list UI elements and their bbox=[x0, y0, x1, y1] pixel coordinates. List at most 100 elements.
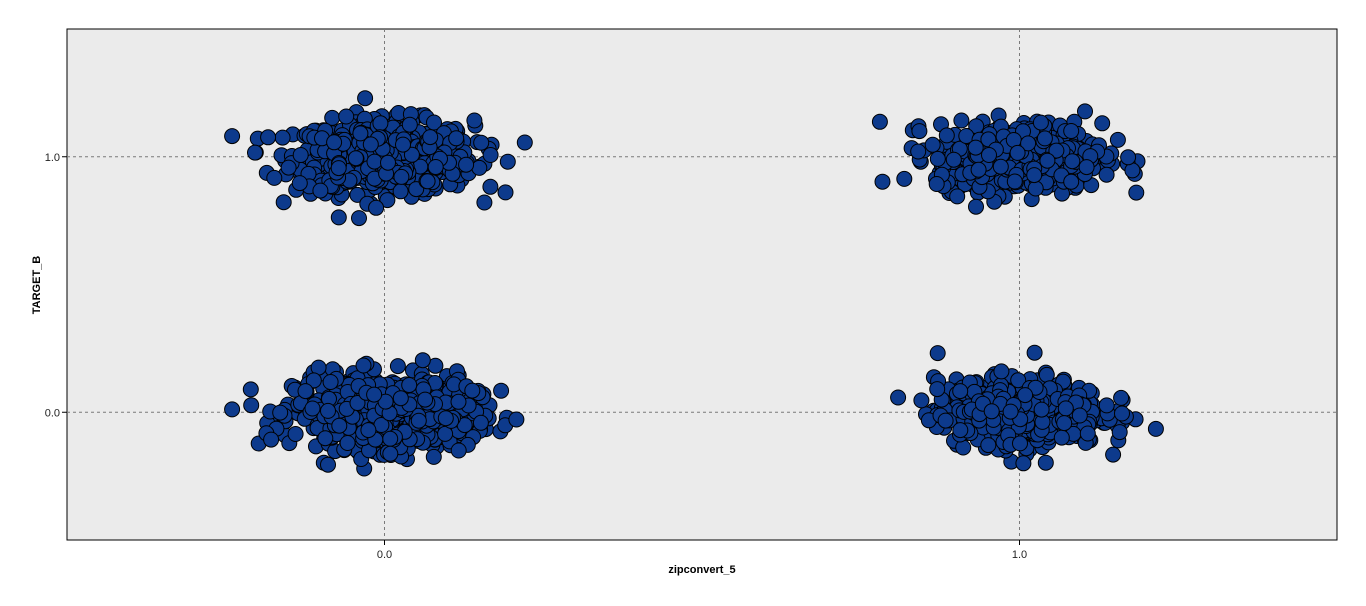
data-point bbox=[260, 129, 277, 146]
data-point bbox=[224, 401, 241, 418]
data-point bbox=[274, 129, 291, 146]
data-point bbox=[1017, 387, 1034, 404]
data-point bbox=[243, 397, 260, 414]
data-points bbox=[224, 90, 1164, 477]
data-point bbox=[1010, 372, 1027, 389]
data-point bbox=[458, 156, 475, 173]
data-point bbox=[263, 431, 280, 448]
data-point bbox=[1113, 389, 1130, 406]
data-point bbox=[482, 178, 499, 195]
data-point bbox=[372, 115, 389, 132]
data-point bbox=[1105, 446, 1122, 463]
data-point bbox=[1012, 435, 1028, 452]
data-point bbox=[929, 150, 946, 167]
data-point bbox=[322, 374, 339, 390]
data-point bbox=[1109, 131, 1126, 148]
data-point bbox=[1053, 429, 1070, 446]
data-point bbox=[242, 381, 259, 398]
data-point bbox=[330, 160, 347, 177]
data-point bbox=[331, 417, 348, 434]
data-point bbox=[395, 136, 411, 153]
data-point bbox=[1063, 123, 1080, 139]
data-point bbox=[247, 144, 263, 161]
data-point bbox=[422, 129, 439, 146]
x-tick-label: 0.0 bbox=[377, 549, 392, 561]
data-point bbox=[497, 184, 514, 201]
data-point bbox=[493, 382, 510, 399]
data-point bbox=[352, 125, 369, 142]
data-point bbox=[1033, 401, 1050, 418]
data-point bbox=[929, 381, 946, 398]
data-point bbox=[287, 426, 304, 442]
data-point bbox=[437, 425, 454, 442]
data-point bbox=[417, 391, 434, 408]
data-point bbox=[1078, 159, 1095, 176]
plot-area bbox=[66, 28, 1338, 541]
x-tick-label: 1.0 bbox=[1012, 549, 1027, 561]
data-point bbox=[425, 448, 442, 465]
data-point bbox=[347, 150, 364, 167]
data-point bbox=[1064, 153, 1081, 170]
data-point bbox=[366, 153, 383, 170]
data-point bbox=[280, 159, 297, 176]
data-point bbox=[377, 393, 394, 410]
data-point bbox=[1120, 149, 1137, 166]
data-point bbox=[362, 136, 379, 153]
data-point bbox=[1020, 135, 1037, 152]
data-point bbox=[320, 456, 336, 473]
data-point bbox=[1039, 152, 1056, 169]
x-axis-ticks: 0.0 1.0 bbox=[377, 540, 1027, 561]
data-point bbox=[482, 147, 499, 163]
data-point bbox=[955, 439, 972, 456]
data-point bbox=[224, 128, 241, 145]
data-point bbox=[357, 90, 374, 107]
data-point bbox=[929, 345, 946, 362]
data-point bbox=[426, 114, 442, 131]
data-point bbox=[980, 437, 997, 454]
data-point bbox=[437, 410, 454, 427]
data-point bbox=[291, 175, 308, 192]
data-point bbox=[1056, 415, 1073, 432]
data-point bbox=[473, 134, 490, 151]
data-point bbox=[1079, 425, 1096, 442]
data-point bbox=[326, 134, 343, 151]
y-tick-label: 1.0 bbox=[45, 152, 60, 164]
data-point bbox=[1063, 173, 1080, 190]
data-point bbox=[427, 159, 444, 175]
data-point bbox=[910, 143, 927, 160]
data-point bbox=[403, 146, 420, 163]
data-point bbox=[1037, 454, 1054, 471]
data-point bbox=[366, 386, 383, 403]
data-point bbox=[450, 393, 467, 410]
data-point bbox=[401, 377, 418, 393]
data-point bbox=[320, 402, 336, 419]
data-point bbox=[1048, 142, 1065, 159]
data-point bbox=[419, 173, 436, 190]
data-point bbox=[312, 182, 329, 199]
data-point bbox=[382, 430, 399, 447]
data-point bbox=[1026, 167, 1043, 184]
data-point bbox=[355, 357, 372, 374]
data-point bbox=[401, 116, 418, 133]
data-point bbox=[389, 358, 406, 375]
data-point bbox=[448, 130, 465, 147]
data-point bbox=[338, 108, 355, 125]
data-point bbox=[471, 159, 488, 176]
data-point bbox=[1114, 405, 1130, 422]
data-point bbox=[911, 123, 928, 140]
data-point bbox=[1147, 420, 1164, 437]
data-point bbox=[1009, 144, 1026, 161]
data-point bbox=[981, 147, 997, 163]
data-point bbox=[349, 186, 366, 203]
data-point bbox=[937, 412, 954, 429]
data-point bbox=[983, 403, 1000, 420]
data-point bbox=[339, 435, 356, 451]
y-axis-ticks: 0.0 1.0 bbox=[45, 152, 67, 419]
data-point bbox=[292, 147, 309, 163]
data-point bbox=[330, 209, 347, 226]
data-point bbox=[1098, 166, 1115, 183]
data-point bbox=[945, 151, 962, 168]
data-point bbox=[874, 173, 891, 190]
data-point bbox=[1038, 366, 1055, 383]
